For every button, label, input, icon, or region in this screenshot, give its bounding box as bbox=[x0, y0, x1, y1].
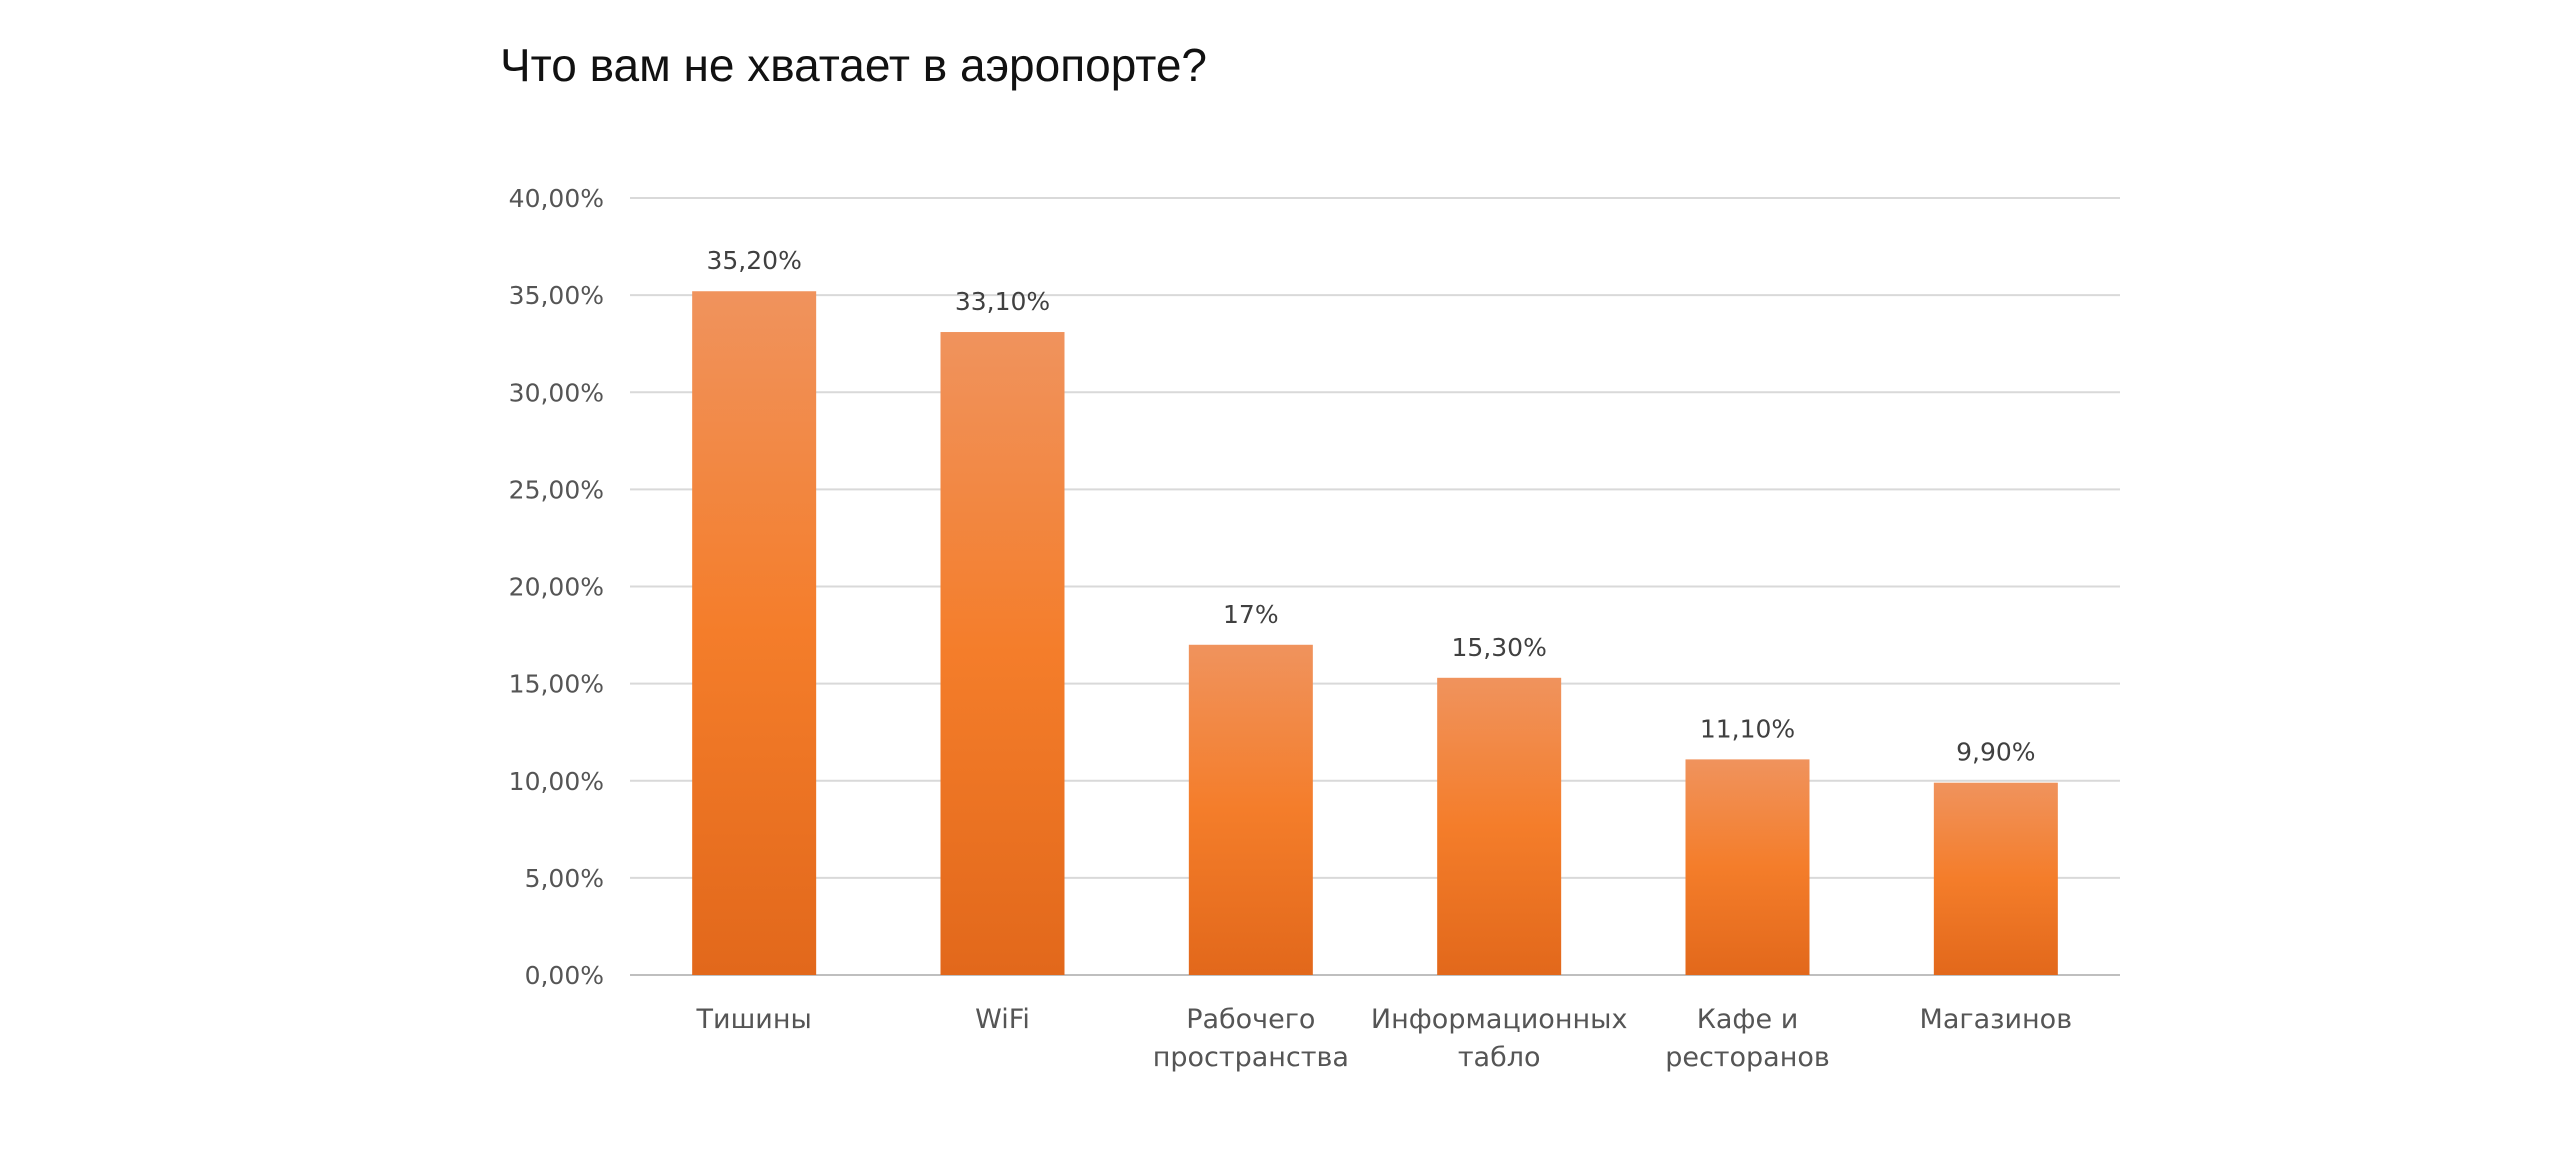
y-tick-label: 20,00% bbox=[509, 573, 604, 602]
data-label: 15,30% bbox=[1452, 633, 1547, 662]
data-label: 35,20% bbox=[707, 246, 802, 275]
data-label: 33,10% bbox=[955, 287, 1050, 316]
y-tick-label: 10,00% bbox=[509, 767, 604, 796]
x-category-label: Тишины bbox=[696, 1004, 812, 1035]
data-label: 11,10% bbox=[1700, 714, 1795, 743]
bar bbox=[940, 332, 1065, 976]
chart-title: Что вам не хватает в аэропорте? bbox=[500, 39, 1208, 91]
x-category-label: Кафе и ресторанов bbox=[1665, 1004, 1830, 1073]
bar bbox=[1188, 644, 1313, 975]
x-category-label: Информационных табло bbox=[1371, 1004, 1628, 1073]
bar bbox=[1437, 677, 1562, 975]
x-category-label: Рабочего пространства bbox=[1153, 1004, 1349, 1073]
bar bbox=[1685, 759, 1810, 975]
x-axis-labels: Тишины WiFi Рабочего пространства Информацио… bbox=[696, 1004, 2073, 1073]
y-tick-label: 15,00% bbox=[509, 670, 604, 699]
x-category-label: WiFi bbox=[975, 1004, 1030, 1035]
data-label: 17% bbox=[1223, 600, 1279, 629]
bars bbox=[692, 291, 2058, 976]
y-tick-label: 30,00% bbox=[509, 378, 604, 407]
x-category-label: Магазинов bbox=[1920, 1004, 2073, 1035]
y-tick-label: 35,00% bbox=[509, 281, 604, 310]
gridlines bbox=[630, 197, 2120, 976]
y-axis-ticks: 0,00% 5,00% 10,00% 15,00% 20,00% 25,00% 30,00%… bbox=[509, 184, 604, 990]
bar bbox=[692, 291, 817, 975]
y-tick-label: 40,00% bbox=[509, 184, 604, 213]
bar bbox=[1933, 782, 2058, 975]
y-tick-label: 25,00% bbox=[509, 475, 604, 504]
data-label: 9,90% bbox=[1956, 738, 2035, 767]
data-labels: 35,20% 33,10% 17% 15,30% 11,10% 9,90% bbox=[707, 246, 2036, 766]
y-tick-label: 5,00% bbox=[525, 864, 604, 893]
y-tick-label: 0,00% bbox=[525, 961, 604, 990]
